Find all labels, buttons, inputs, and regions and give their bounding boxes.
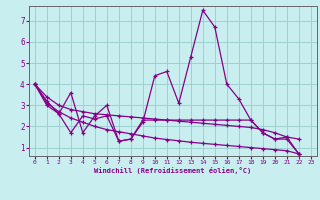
X-axis label: Windchill (Refroidissement éolien,°C): Windchill (Refroidissement éolien,°C)	[94, 167, 252, 174]
